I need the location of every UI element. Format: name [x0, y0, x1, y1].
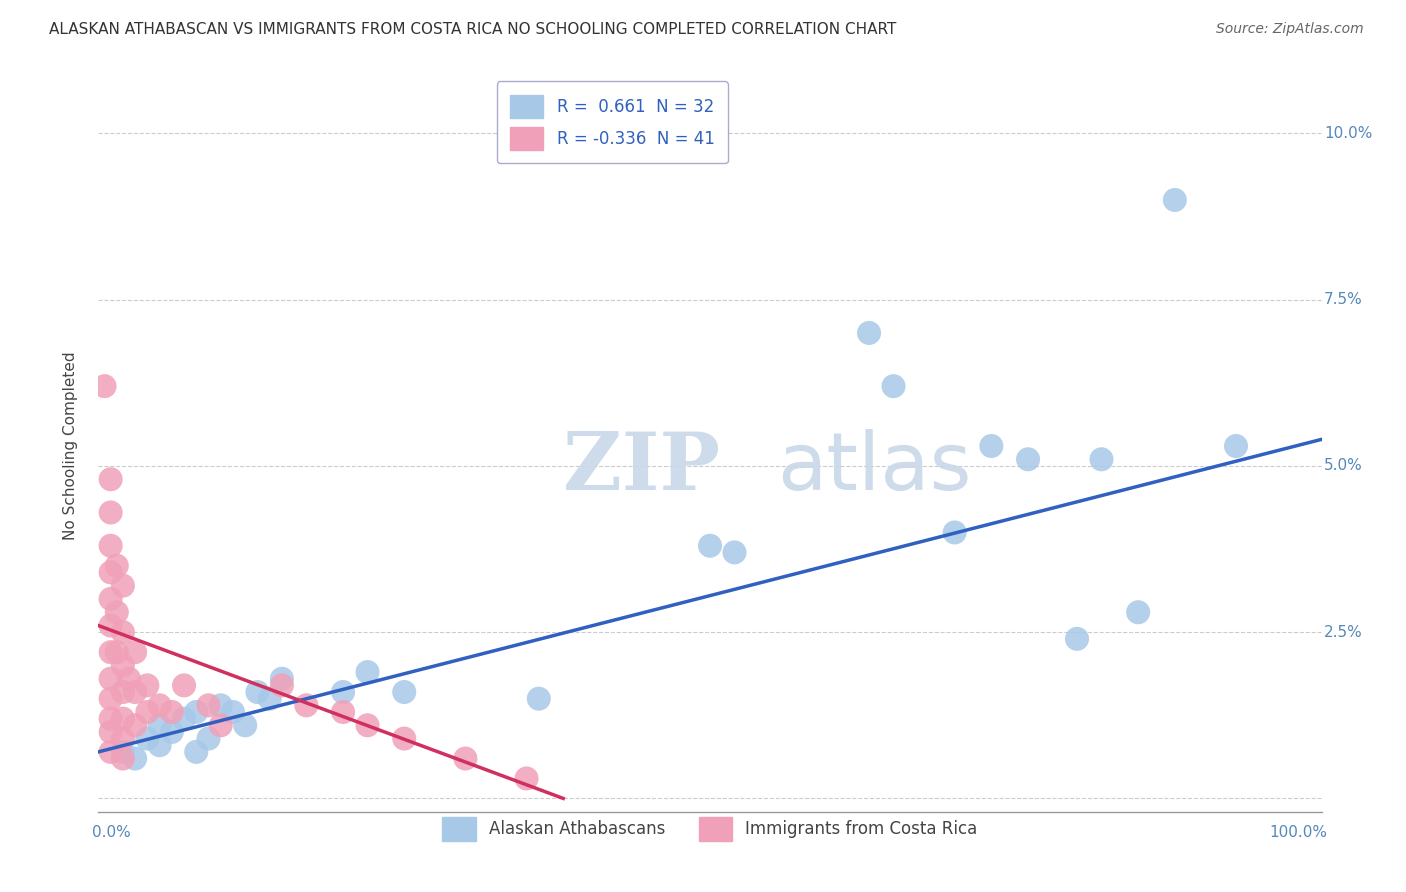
Point	[1128, 605, 1150, 619]
Point	[136, 678, 159, 692]
Point	[160, 705, 183, 719]
Point	[1164, 193, 1187, 207]
Point	[173, 712, 195, 726]
Text: 100.0%: 100.0%	[1270, 825, 1327, 840]
Point	[105, 558, 128, 573]
Point	[527, 691, 550, 706]
Point	[515, 772, 537, 786]
Text: Source: ZipAtlas.com: Source: ZipAtlas.com	[1216, 22, 1364, 37]
Point	[100, 725, 122, 739]
Point	[100, 472, 122, 486]
Legend: Alaskan Athabascans, Immigrants from Costa Rica: Alaskan Athabascans, Immigrants from Cos…	[436, 810, 984, 847]
Point	[723, 545, 745, 559]
Point	[100, 712, 122, 726]
Point	[980, 439, 1002, 453]
Point	[332, 705, 354, 719]
Point	[93, 379, 115, 393]
Text: 2.5%: 2.5%	[1324, 624, 1362, 640]
Point	[149, 738, 172, 752]
Point	[100, 691, 122, 706]
Point	[136, 731, 159, 746]
Text: 10.0%: 10.0%	[1324, 126, 1372, 141]
Point	[259, 691, 281, 706]
Point	[149, 698, 172, 713]
Point	[124, 751, 146, 765]
Text: 5.0%: 5.0%	[1324, 458, 1362, 474]
Point	[111, 751, 134, 765]
Point	[197, 731, 219, 746]
Text: ZIP: ZIP	[564, 429, 720, 507]
Point	[209, 718, 232, 732]
Point	[100, 539, 122, 553]
Point	[356, 718, 378, 732]
Text: 7.5%: 7.5%	[1324, 293, 1362, 307]
Point	[392, 685, 416, 699]
Point	[246, 685, 269, 699]
Point	[699, 539, 721, 553]
Text: ALASKAN ATHABASCAN VS IMMIGRANTS FROM COSTA RICA NO SCHOOLING COMPLETED CORRELAT: ALASKAN ATHABASCAN VS IMMIGRANTS FROM CO…	[49, 22, 897, 37]
Point	[454, 751, 477, 765]
Point	[222, 705, 245, 719]
Text: atlas: atlas	[778, 429, 972, 507]
Point	[105, 645, 128, 659]
Point	[100, 745, 122, 759]
Point	[111, 731, 134, 746]
Point	[1017, 452, 1039, 467]
Point	[332, 685, 354, 699]
Point	[270, 672, 294, 686]
Point	[356, 665, 378, 679]
Point	[233, 718, 256, 732]
Point	[883, 379, 905, 393]
Point	[100, 618, 122, 632]
Point	[111, 579, 134, 593]
Point	[270, 678, 294, 692]
Point	[124, 718, 146, 732]
Point	[136, 705, 159, 719]
Point	[173, 678, 195, 692]
Point	[197, 698, 219, 713]
Point	[111, 685, 134, 699]
Point	[1090, 452, 1112, 467]
Point	[160, 725, 183, 739]
Point	[111, 658, 134, 673]
Point	[186, 745, 208, 759]
Point	[858, 326, 880, 340]
Point	[100, 645, 122, 659]
Point	[1066, 632, 1088, 646]
Text: 0.0%: 0.0%	[93, 825, 131, 840]
Point	[111, 625, 134, 640]
Y-axis label: No Schooling Completed: No Schooling Completed	[63, 351, 77, 541]
Point	[100, 566, 122, 580]
Point	[186, 705, 208, 719]
Point	[118, 672, 141, 686]
Point	[943, 525, 966, 540]
Point	[111, 712, 134, 726]
Point	[1225, 439, 1247, 453]
Point	[105, 605, 128, 619]
Point	[100, 672, 122, 686]
Point	[295, 698, 318, 713]
Point	[149, 718, 172, 732]
Point	[209, 698, 232, 713]
Point	[100, 506, 122, 520]
Point	[124, 645, 146, 659]
Point	[100, 591, 122, 606]
Point	[124, 685, 146, 699]
Point	[392, 731, 416, 746]
Point	[111, 745, 134, 759]
